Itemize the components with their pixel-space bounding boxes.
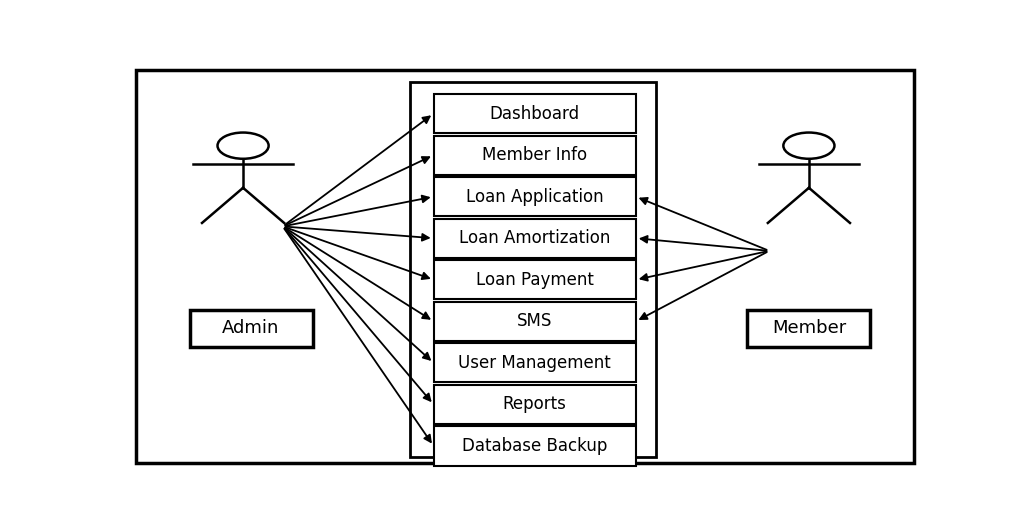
Text: User Management: User Management: [459, 354, 611, 372]
Text: Reports: Reports: [503, 395, 566, 414]
Text: Admin: Admin: [222, 319, 280, 338]
FancyBboxPatch shape: [748, 310, 870, 346]
Text: Dashboard: Dashboard: [489, 105, 580, 123]
FancyBboxPatch shape: [433, 302, 636, 341]
FancyBboxPatch shape: [433, 260, 636, 299]
Text: SMS: SMS: [517, 312, 552, 330]
FancyBboxPatch shape: [433, 426, 636, 466]
FancyBboxPatch shape: [433, 135, 636, 175]
FancyBboxPatch shape: [433, 343, 636, 382]
Text: Member Info: Member Info: [482, 146, 588, 164]
Text: Loan Payment: Loan Payment: [476, 271, 594, 289]
Text: Database Backup: Database Backup: [462, 437, 607, 455]
FancyBboxPatch shape: [433, 385, 636, 424]
FancyBboxPatch shape: [433, 94, 636, 133]
FancyBboxPatch shape: [433, 218, 636, 258]
Text: Member: Member: [772, 319, 846, 338]
Text: Loan Amortization: Loan Amortization: [459, 229, 610, 247]
FancyBboxPatch shape: [189, 310, 312, 346]
Text: Loan Application: Loan Application: [466, 188, 603, 206]
FancyBboxPatch shape: [433, 177, 636, 216]
